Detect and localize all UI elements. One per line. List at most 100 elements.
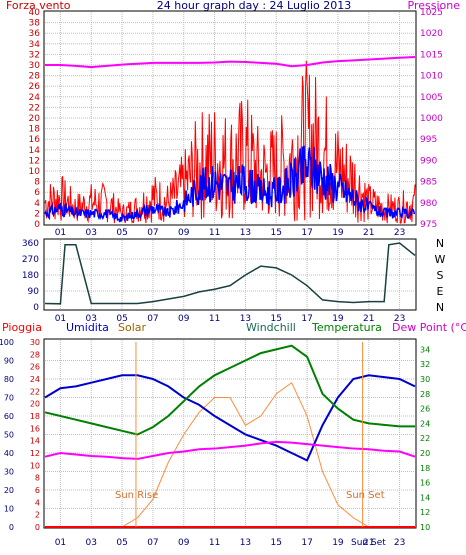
sunset-x-label: Sun Set — [351, 538, 386, 548]
humidity-y-tick-label: 26 — [30, 363, 40, 372]
pressure-y-tick-label: 980 — [420, 199, 437, 209]
compass-label: N — [436, 237, 444, 250]
wind-y-tick-label: 28 — [29, 72, 41, 82]
pressure-y-tick-label: 1025 — [420, 8, 443, 18]
x-tick-label: 15 — [271, 314, 282, 324]
wind-strength-label: Forza vento — [6, 0, 71, 12]
axis-ticks: 01 01 01 03 03 03 05 05 05 07 07 07 09 09 09 11 11 11 13 13… — [0, 8, 446, 548]
x-tick-label: 01 — [55, 228, 66, 238]
chart-series — [44, 55, 416, 528]
wind-y-tick-label: 26 — [29, 82, 41, 92]
wind-y-tick-label: 10 — [29, 167, 41, 177]
humidity-line — [44, 374, 416, 462]
pressure-y-tick-label: 1015 — [420, 50, 443, 60]
wind-y-tick-label: 8 — [34, 178, 40, 188]
direction-y-tick-label: 180 — [22, 271, 39, 281]
wind-average-line — [44, 145, 416, 223]
x-tick-label: 05 — [116, 538, 127, 548]
temperature-y-tick-label: 34 — [420, 345, 430, 354]
compass-label: S — [437, 269, 444, 282]
rain-y-tick-label: 60 — [4, 412, 14, 421]
x-tick-label: 07 — [147, 538, 158, 548]
rain-y-tick-label: 70 — [4, 394, 14, 403]
humidity-y-tick-label: 18 — [30, 412, 40, 421]
wind-y-tick-label: 12 — [29, 156, 40, 166]
x-tick-label: 03 — [86, 314, 97, 324]
direction-y-tick-label: 360 — [22, 239, 39, 249]
temperature-y-tick-label: 30 — [420, 375, 430, 384]
humidity-y-tick-label: 16 — [30, 424, 40, 433]
temperature-line — [44, 344, 415, 436]
temperature-y-tick-label: 22 — [420, 434, 430, 443]
wind-y-tick-label: 14 — [29, 146, 41, 156]
wind-y-tick-label: 30 — [29, 61, 41, 71]
x-tick-label: 05 — [116, 228, 127, 238]
humidity-y-tick-label: 0 — [35, 523, 40, 532]
pressure-y-tick-label: 1020 — [420, 29, 443, 39]
compass-label: N — [436, 301, 444, 314]
x-tick-label: 11 — [209, 228, 220, 238]
pressure-y-tick-label: 990 — [420, 156, 437, 166]
humidity-temperature-plot-area — [43, 338, 417, 529]
x-tick-label: 03 — [86, 228, 97, 238]
dewpoint-line — [44, 440, 416, 460]
x-tick-label: 23 — [394, 538, 405, 548]
rain-y-tick-label: 50 — [4, 431, 14, 440]
humidity-y-tick-label: 30 — [30, 338, 40, 347]
humidity-y-tick-label: 24 — [30, 375, 40, 384]
humidity-y-tick-label: 22 — [30, 387, 40, 396]
wind-y-tick-label: 40 — [29, 8, 41, 18]
x-tick-label: 15 — [271, 228, 282, 238]
wind-y-tick-label: 22 — [29, 103, 40, 113]
x-tick-label: 07 — [147, 228, 158, 238]
humidity-y-tick-label: 14 — [30, 437, 40, 446]
x-tick-label: 23 — [394, 314, 405, 324]
humidity-y-tick-label: 12 — [30, 449, 40, 458]
legend-dewpoint: Dew Point (°C) — [392, 321, 466, 334]
pressure-y-tick-label: 1000 — [420, 114, 443, 124]
wind-y-tick-label: 34 — [29, 40, 41, 50]
direction-y-tick-label: 270 — [22, 255, 39, 265]
legend-windchill: Windchill — [246, 321, 296, 334]
legend-humidity: Umidita — [66, 321, 109, 334]
temperature-y-tick-label: 26 — [420, 405, 430, 414]
rain-y-tick-label: 20 — [4, 486, 14, 495]
humidity-y-tick-label: 4 — [35, 498, 40, 507]
temperature-y-tick-label: 12 — [420, 508, 430, 517]
temperature-y-tick-label: 24 — [420, 419, 430, 428]
compass-label: E — [437, 285, 444, 298]
humidity-y-tick-label: 6 — [35, 486, 40, 495]
temperature-y-tick-label: 16 — [420, 479, 430, 488]
wind-y-tick-label: 32 — [29, 50, 40, 60]
rain-y-tick-label: 10 — [4, 505, 14, 514]
x-tick-label: 17 — [301, 538, 312, 548]
pressure-y-tick-label: 1005 — [420, 93, 443, 103]
wind-speed-line — [44, 60, 416, 224]
humidity-y-tick-label: 10 — [30, 461, 40, 470]
rain-y-tick-label: 30 — [4, 468, 14, 477]
wind-y-tick-label: 2 — [34, 209, 40, 219]
temperature-y-tick-label: 14 — [420, 493, 430, 502]
pressure-y-tick-label: 985 — [420, 178, 437, 188]
x-tick-label: 05 — [116, 314, 127, 324]
rain-y-tick-label: 0 — [9, 523, 14, 532]
wind-y-tick-label: 20 — [29, 114, 41, 124]
pressure-line — [45, 55, 416, 69]
chart-title: 24 hour graph day : 24 Luglio 2013 — [157, 0, 352, 12]
direction-y-tick-label: 0 — [33, 303, 39, 313]
x-tick-label: 19 — [332, 314, 344, 324]
temperature-y-tick-label: 32 — [420, 360, 430, 369]
x-tick-label: 01 — [55, 314, 66, 324]
x-tick-label: 07 — [147, 314, 158, 324]
rain-y-tick-label: 40 — [4, 449, 14, 458]
rain-y-tick-label: 100 — [0, 338, 14, 347]
x-tick-label: 13 — [240, 228, 251, 238]
pressure-y-tick-label: 995 — [420, 135, 437, 145]
rain-y-tick-label: 90 — [4, 357, 14, 366]
x-tick-label: 17 — [301, 228, 312, 238]
x-tick-label: 23 — [394, 228, 405, 238]
x-tick-label: 13 — [240, 314, 251, 324]
sunset-annotation: Sun Set — [346, 490, 385, 501]
temperature-y-tick-label: 28 — [420, 390, 430, 399]
